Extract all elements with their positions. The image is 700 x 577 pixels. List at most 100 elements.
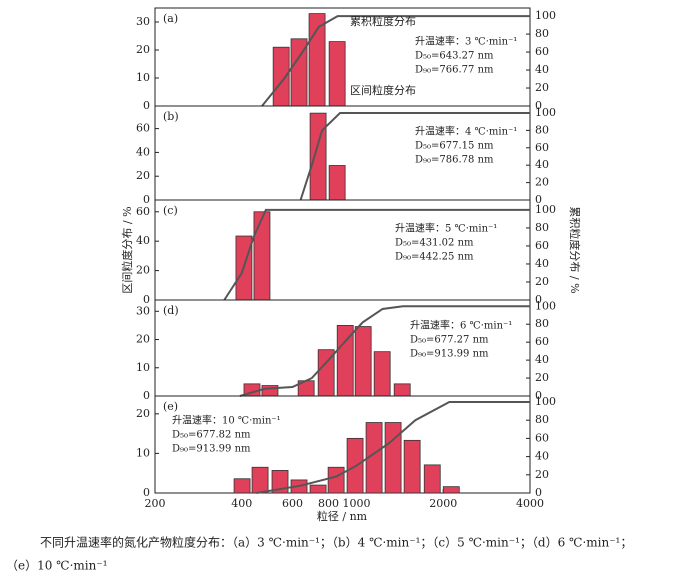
y-tick-label: 10 xyxy=(136,361,150,374)
annotation: D₉₀=442.25 nm xyxy=(395,252,474,263)
bar xyxy=(354,326,372,397)
y2-tick-label: 20 xyxy=(535,275,549,288)
annotation: D₅₀=431.02 nm xyxy=(395,238,474,249)
panel-label: (e) xyxy=(163,400,178,413)
y2-tick-label: 0 xyxy=(535,193,542,206)
annotation: D₉₀=766.77 nm xyxy=(415,65,494,76)
bar xyxy=(373,351,391,397)
y2-tick-label: 20 xyxy=(535,176,549,189)
x-tick-label: 800 xyxy=(318,497,339,510)
cumulative-line xyxy=(239,305,530,397)
y-tick-label: 20 xyxy=(136,264,150,277)
y2-tick-label: 80 xyxy=(535,413,549,426)
y-tick-label: 40 xyxy=(136,145,150,158)
y2-tick-label: 80 xyxy=(535,317,549,330)
bar xyxy=(423,464,441,494)
x-axis-label: 粒径 / nm xyxy=(317,509,368,523)
y2-tick-label: 40 xyxy=(535,257,549,270)
y2-tick-label: 20 xyxy=(535,468,549,481)
caption: （e）10 ℃·min⁻¹ xyxy=(6,559,108,573)
x-tick-label: 200 xyxy=(145,497,166,510)
bar xyxy=(365,422,383,494)
y-tick-label: 0 xyxy=(143,486,150,499)
annotation: D₅₀=677.27 nm xyxy=(410,335,489,346)
panel-label: (c) xyxy=(163,204,178,217)
bar xyxy=(271,470,289,494)
y-tick-label: 0 xyxy=(143,293,150,306)
y2-tick-label: 60 xyxy=(535,141,549,154)
x-tick-label: 4000 xyxy=(516,497,544,510)
y2-tick-label: 0 xyxy=(535,486,542,499)
x-tick-label: 2000 xyxy=(429,497,457,510)
panel-label: (b) xyxy=(163,110,179,123)
curve-label: 区间粒度分布 xyxy=(350,83,416,97)
annotation: D₉₀=786.78 nm xyxy=(415,155,494,166)
annotation: 升温速率：6 ℃·min⁻¹ xyxy=(410,319,512,332)
y-tick-label: 0 xyxy=(143,99,150,112)
y-tick-label: 10 xyxy=(136,71,150,84)
y2-tick-label: 40 xyxy=(535,353,549,366)
x-tick-label: 1000 xyxy=(342,497,370,510)
bar xyxy=(309,484,327,494)
y2-tick-label: 60 xyxy=(535,239,549,252)
bar xyxy=(384,422,402,494)
bar xyxy=(253,211,271,301)
y2-tick-label: 100 xyxy=(535,106,556,119)
y-tick-label: 0 xyxy=(143,389,150,402)
x-tick-label: 400 xyxy=(231,497,252,510)
y2-tick-label: 20 xyxy=(535,81,549,94)
bar xyxy=(327,466,345,494)
bar xyxy=(393,383,411,397)
y2-tick-label: 40 xyxy=(535,450,549,463)
plot-frame xyxy=(154,199,531,301)
y-tick-label: 30 xyxy=(136,15,150,28)
annotation: 升温速率：10 ℃·min⁻¹ xyxy=(172,414,281,427)
annotation: 升温速率：5 ℃·min⁻¹ xyxy=(395,222,497,235)
y2-tick-label: 60 xyxy=(535,45,549,58)
cumulative-line xyxy=(261,15,530,107)
y-tick-label: 20 xyxy=(136,333,150,346)
y2-tick-label: 80 xyxy=(535,123,549,136)
y2-tick-label: 60 xyxy=(535,335,549,348)
y-axis-label: 区间粒度分布 / % xyxy=(120,206,134,293)
bar xyxy=(328,165,346,201)
y-tick-label: 60 xyxy=(136,205,150,218)
y2-axis-label: 累积粒度分布 / % xyxy=(568,206,582,293)
caption: 不同升温速率的氮化产物粒度分布：（a）3 ℃·min⁻¹；（b）4 ℃·min⁻… xyxy=(40,535,632,550)
annotation: 升温速率：4 ℃·min⁻¹ xyxy=(415,125,517,138)
y2-tick-label: 80 xyxy=(535,221,549,234)
y-tick-label: 30 xyxy=(136,304,150,317)
y2-tick-label: 60 xyxy=(535,431,549,444)
y2-tick-label: 40 xyxy=(535,63,549,76)
y-tick-label: 40 xyxy=(136,234,150,247)
y2-tick-label: 0 xyxy=(535,389,542,402)
bar xyxy=(309,112,327,201)
annotation: 升温速率：3 ℃·min⁻¹ xyxy=(415,35,517,48)
panel-label: (a) xyxy=(163,12,178,25)
annotation: D₅₀=643.27 nm xyxy=(415,51,494,62)
bar xyxy=(251,466,269,494)
bar xyxy=(442,486,460,494)
y-tick-label: 0 xyxy=(143,193,150,206)
y-tick-label: 20 xyxy=(136,43,150,56)
bar xyxy=(328,41,346,107)
y2-tick-label: 100 xyxy=(535,9,556,22)
panel-label: (d) xyxy=(163,304,179,317)
y2-tick-label: 0 xyxy=(535,99,542,112)
y2-tick-label: 40 xyxy=(535,158,549,171)
y-tick-label: 10 xyxy=(136,446,150,459)
y-tick-label: 60 xyxy=(136,122,150,135)
annotation: D₅₀=677.82 nm xyxy=(172,430,251,441)
bar xyxy=(308,13,326,107)
y-tick-label: 20 xyxy=(136,169,150,182)
annotation: D₉₀=913.99 nm xyxy=(172,444,251,455)
cumulative-line xyxy=(299,112,530,201)
curve-label: 累积粒度分布 xyxy=(350,14,416,28)
y2-tick-label: 80 xyxy=(535,27,549,40)
y2-tick-label: 20 xyxy=(535,371,549,384)
bar xyxy=(233,478,251,494)
cumulative-line xyxy=(223,208,530,301)
y-tick-label: 20 xyxy=(136,407,150,420)
y2-tick-label: 100 xyxy=(535,395,556,408)
